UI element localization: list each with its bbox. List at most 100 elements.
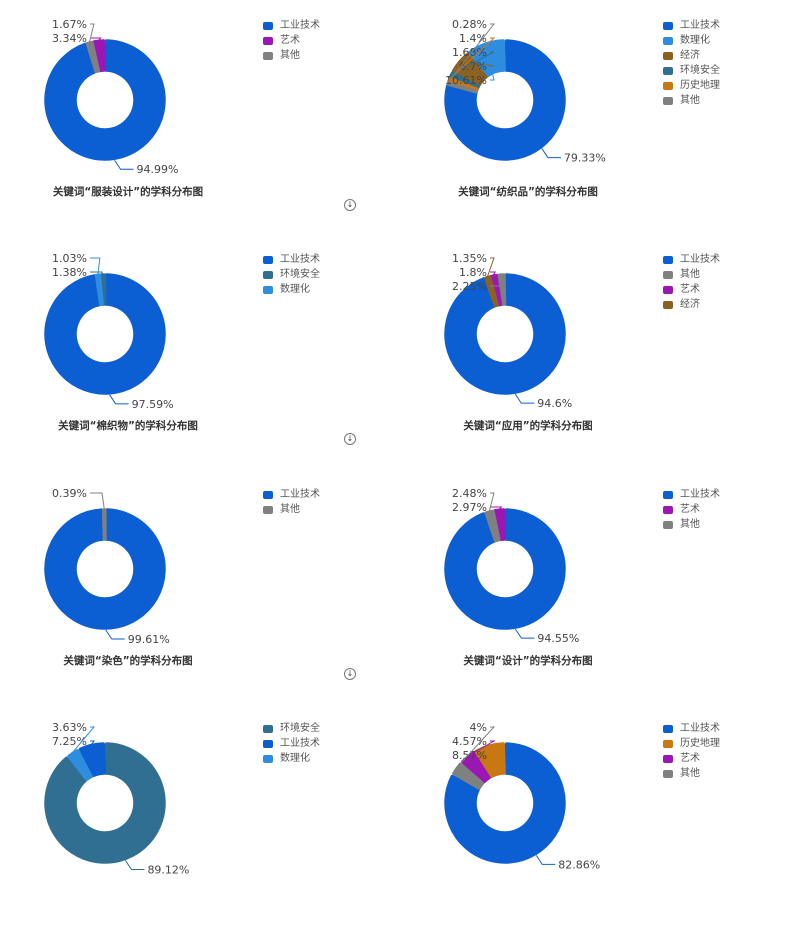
legend-item[interactable]: 艺术 (663, 502, 720, 517)
legend-label: 工业技术 (680, 254, 720, 265)
slice-环境安全[interactable] (44, 742, 166, 864)
chart-panel: 94.6% 2.25% 1.8% 1.35% 工业技术 其他 艺术 经济 关键词“应用”的学科分… (400, 234, 800, 468)
legend-item[interactable]: 其他 (663, 267, 720, 282)
slice-label: 2.97% (452, 501, 487, 514)
legend-swatch (263, 505, 273, 514)
legend-item[interactable]: 环境安全 (263, 267, 320, 282)
legend-label: 工业技术 (680, 20, 720, 31)
slice-label: 1.8% (459, 266, 487, 279)
leader-line (514, 393, 535, 404)
legend-item[interactable]: 工业技术 (263, 252, 320, 267)
legend-label: 艺术 (680, 753, 700, 764)
legend-swatch (663, 724, 673, 733)
slice-其他[interactable] (85, 40, 101, 74)
slice-经济[interactable] (484, 275, 499, 308)
legend-item[interactable]: 其他 (663, 766, 720, 781)
legend-item[interactable]: 数理化 (663, 33, 720, 48)
expand-icon[interactable]: ↓ (344, 433, 356, 445)
legend-item[interactable]: 其他 (263, 502, 320, 517)
slice-工业技术[interactable] (444, 508, 566, 630)
legend-label: 其他 (680, 95, 700, 106)
legend-item[interactable]: 历史地理 (663, 78, 720, 93)
slice-历史地理[interactable] (474, 742, 506, 779)
slice-工业技术[interactable] (44, 273, 166, 395)
expand-icon[interactable]: ↓ (344, 199, 356, 211)
legend-label: 环境安全 (680, 65, 720, 76)
chart-panel: 94.99% 3.34% 1.67% 工业技术 艺术 其他关键词“服装设计”的学科分布图 (0, 0, 400, 234)
slice-label: 2.25% (452, 280, 487, 293)
legend-swatch (263, 490, 273, 499)
legend-label: 经济 (680, 299, 700, 310)
slice-数理化[interactable] (468, 39, 506, 78)
legend-item[interactable]: 经济 (663, 48, 720, 63)
leader-line (109, 394, 129, 405)
slice-label: 1.38% (52, 266, 87, 279)
legend-label: 历史地理 (680, 738, 720, 749)
slice-label: 94.55% (537, 632, 579, 645)
legend-item[interactable]: 其他 (663, 517, 720, 532)
slice-工业技术[interactable] (444, 273, 566, 395)
legend-swatch (663, 255, 673, 264)
slice-label: 3.34% (52, 32, 87, 45)
slice-label: 1.35% (452, 252, 487, 265)
legend-label: 数理化 (680, 35, 710, 46)
expand-icon[interactable]: ↓ (344, 668, 356, 680)
chart-title: 关键词“棉织物”的学科分布图 (58, 420, 198, 432)
leader-line (90, 257, 101, 275)
legend-item[interactable]: 工业技术 (663, 487, 720, 502)
legend-swatch (663, 51, 673, 60)
slice-工业技术[interactable] (78, 742, 106, 778)
slice-工业技术[interactable] (444, 742, 566, 864)
slice-工业技术[interactable] (44, 39, 166, 161)
slice-其他[interactable] (101, 508, 107, 541)
legend-item[interactable]: 艺术 (263, 33, 320, 48)
slice-label: 4% (470, 721, 487, 734)
slice-其他[interactable] (446, 81, 478, 94)
legend-item[interactable]: 艺术 (663, 751, 720, 766)
legend-label: 工业技术 (280, 254, 320, 265)
legend-item[interactable]: 工业技术 (263, 18, 320, 33)
leader-line (490, 271, 497, 276)
slice-数理化[interactable] (67, 749, 93, 781)
legend-item[interactable]: 工业技术 (263, 736, 320, 751)
legend: 工业技术 其他 (263, 487, 320, 517)
leader-line (114, 159, 134, 170)
legend-item[interactable]: 历史地理 (663, 736, 720, 751)
legend-label: 其他 (280, 504, 300, 515)
legend-item[interactable]: 环境安全 (663, 63, 720, 78)
legend-item[interactable]: 环境安全 (263, 721, 320, 736)
donut-chart: 94.99% 3.34%1.67% (44, 18, 179, 176)
slice-工业技术[interactable] (44, 508, 166, 630)
legend-item[interactable]: 其他 (663, 93, 720, 108)
legend-item[interactable]: 工业技术 (263, 487, 320, 502)
slice-工业技术[interactable] (444, 39, 566, 161)
slice-label: 10.61% (445, 74, 487, 87)
legend-item[interactable]: 工业技术 (663, 721, 720, 736)
legend-label: 工业技术 (680, 489, 720, 500)
legend-item[interactable]: 经济 (663, 297, 720, 312)
legend-item[interactable]: 数理化 (263, 282, 320, 297)
legend: 工业技术数理化经济环境安全历史地理其他 (663, 18, 720, 108)
legend-item[interactable]: 数理化 (263, 751, 320, 766)
slice-其他[interactable] (484, 509, 501, 543)
leader-line (455, 726, 496, 769)
legend-label: 经济 (680, 50, 700, 61)
legend-item[interactable]: 工业技术 (663, 18, 720, 33)
legend-item[interactable]: 工业技术 (663, 252, 720, 267)
chart-panel: 99.61% 0.39% 工业技术 其他 关键词“染色”的学科分布图 (0, 469, 400, 703)
slice-label: 1.03% (52, 252, 87, 265)
slice-label: 99.61% (128, 633, 170, 646)
slice-其他[interactable] (452, 762, 485, 790)
legend-item[interactable]: 其他 (263, 48, 320, 63)
legend-label: 工业技术 (680, 723, 720, 734)
leader-line (488, 744, 495, 756)
chart-panel: 89.12% 7.25% 3.63% 环境安全 工业技术 数理化 (0, 703, 400, 937)
chart-title: 关键词“服装设计”的学科分布图 (52, 186, 204, 198)
donut-chart: 99.61% 0.39% (44, 487, 170, 646)
slice-艺术[interactable] (461, 751, 491, 784)
legend-item[interactable]: 艺术 (663, 282, 720, 297)
legend: 工业技术艺术 其他 (663, 487, 720, 532)
slice-label: 1.68% (452, 46, 487, 59)
slice-数理化[interactable] (94, 273, 104, 307)
legend-swatch (263, 21, 273, 30)
